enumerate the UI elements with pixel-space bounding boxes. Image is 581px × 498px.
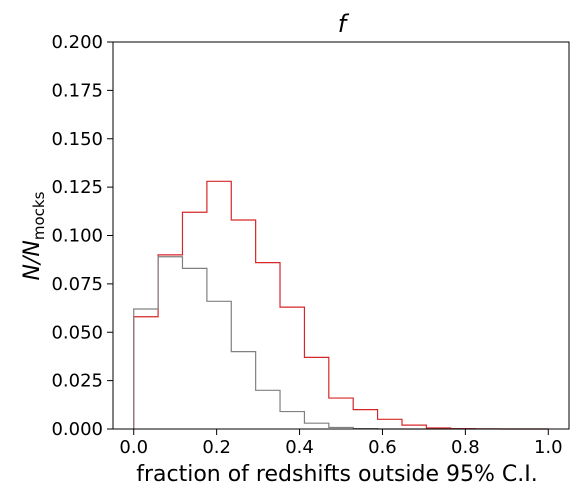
x-tick-label: 0.0: [119, 437, 148, 458]
x-axis-label: fraction of redshifts outside 95% C.I.: [136, 462, 538, 487]
y-tick-label: 0.000: [51, 419, 103, 440]
x-tick-label: 1.0: [534, 437, 563, 458]
axis-ticks: 0.0 0.2 0.4 0.6 0.8 1.0 0.000 0.025 0.050 0.075 0.…: [51, 32, 562, 458]
y-tick-label: 0.150: [51, 129, 103, 150]
y-tick-label: 0.200: [51, 32, 103, 53]
y-axis-label-main: N/N: [20, 240, 45, 280]
y-tick-label: 0.125: [51, 177, 103, 198]
y-tick-label: 0.025: [51, 371, 103, 392]
x-tick-label: 0.8: [451, 437, 480, 458]
y-axis-label-sub: mocks: [30, 191, 48, 240]
y-tick-label: 0.075: [51, 274, 103, 295]
x-tick-label: 0.6: [368, 437, 397, 458]
y-tick-label: 0.100: [51, 226, 103, 247]
x-tick-label: 0.2: [202, 437, 231, 458]
svg-text:N/Nmocks: N/Nmocks: [20, 191, 48, 280]
y-tick-label: 0.175: [51, 80, 103, 101]
y-axis-label: N/Nmocks: [20, 191, 48, 280]
x-tick-label: 0.4: [285, 437, 314, 458]
y-tick-label: 0.050: [51, 322, 103, 343]
plot-frame: [112, 41, 570, 430]
